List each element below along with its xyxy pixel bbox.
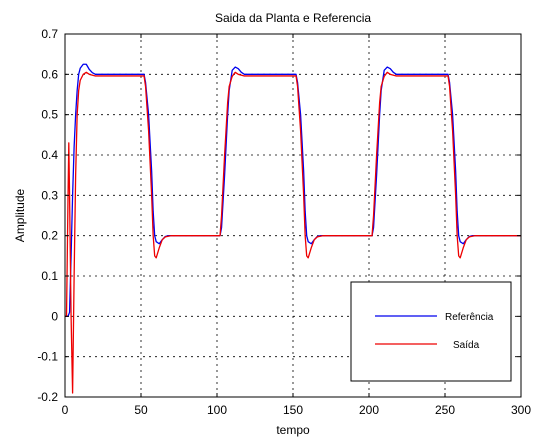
y-axis-label: Amplitude xyxy=(13,189,27,243)
axis-ticks: 0 50 100 150 200 250 300 -0.2 -0.1 0 0.1 0.2 0.3 0.4 0… xyxy=(37,27,531,417)
y-tick-label: -0.1 xyxy=(37,350,58,364)
y-tick-label: 0.4 xyxy=(41,148,58,162)
legend: Referência Saída xyxy=(350,281,512,382)
y-tick-label: 0 xyxy=(51,309,58,323)
series-line-saida xyxy=(65,71,521,394)
x-tick-label: 150 xyxy=(283,403,303,417)
series-layer xyxy=(65,63,521,394)
series-line-referencia xyxy=(65,63,521,317)
x-axis-label: tempo xyxy=(276,423,310,437)
y-tick-label: -0.2 xyxy=(37,390,58,404)
legend-box xyxy=(350,281,512,382)
legend-label-saida: Saída xyxy=(453,340,480,351)
y-tick-label: 0.2 xyxy=(41,229,58,243)
x-tick-label: 300 xyxy=(511,403,531,417)
y-tick-label: 0.7 xyxy=(41,27,58,41)
x-tick-label: 50 xyxy=(134,403,148,417)
legend-label-referencia: Referência xyxy=(445,312,494,323)
chart-title: Saida da Planta e Referencia xyxy=(215,11,371,25)
y-tick-label: 0.6 xyxy=(41,67,58,81)
y-tick-label: 0.3 xyxy=(41,188,58,202)
y-tick-label: 0.1 xyxy=(41,269,58,283)
y-tick-label: 0.5 xyxy=(41,108,58,122)
x-tick-label: 0 xyxy=(62,403,69,417)
x-tick-label: 200 xyxy=(359,403,379,417)
x-tick-label: 250 xyxy=(435,403,455,417)
x-tick-label: 100 xyxy=(207,403,227,417)
